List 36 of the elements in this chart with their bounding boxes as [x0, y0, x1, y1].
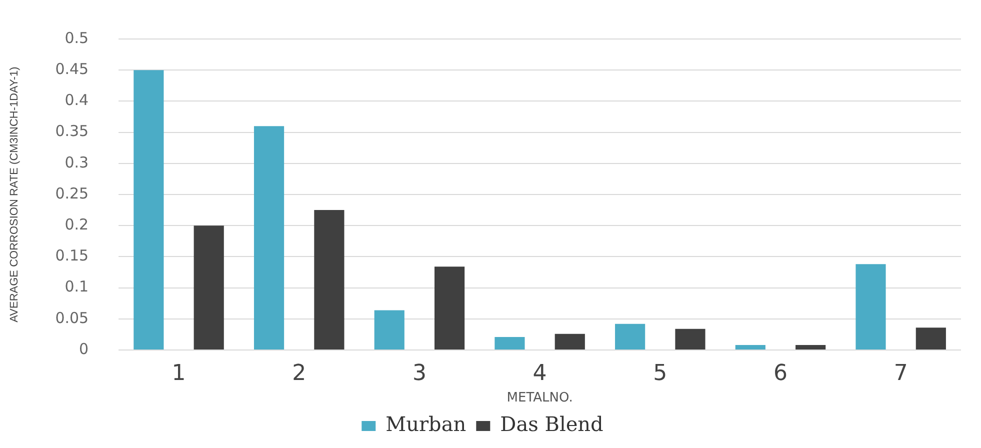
x-tick-label: 3 [412, 360, 426, 386]
bar [314, 210, 344, 350]
bar [856, 264, 886, 350]
legend-label: Murban [386, 412, 466, 436]
y-tick-label: 0.4 [64, 91, 89, 110]
y-tick-label: 0.05 [55, 308, 89, 327]
y-tick-label: 0.1 [64, 278, 89, 296]
y-tick-label: 0.3 [64, 153, 89, 172]
y-tick-label: 0.5 [64, 28, 89, 47]
bar [796, 345, 826, 350]
bar [134, 70, 164, 350]
y-axis-title: AVERAGE CORROSION RATE (CM3INCH-1DAY-1) [8, 66, 21, 322]
y-tick-label: 0.25 [55, 184, 89, 202]
y-tick-label: 0.2 [64, 215, 89, 234]
x-tick-label: 7 [894, 360, 908, 386]
bar [194, 226, 224, 350]
bar [916, 328, 946, 350]
bar [675, 328, 706, 350]
bar [434, 266, 465, 350]
x-tick-label: 2 [292, 360, 306, 386]
bar [735, 345, 766, 350]
bar [554, 334, 585, 350]
y-tick-label: 0.45 [55, 60, 89, 78]
y-tick-label: 0.15 [55, 246, 89, 265]
y-tick-label: 0 [79, 340, 89, 358]
bar [615, 324, 646, 350]
x-tick-label: 5 [653, 360, 668, 386]
x-tick-label: 6 [773, 360, 788, 386]
bar [374, 310, 404, 350]
bar [494, 336, 525, 350]
bar [254, 126, 284, 350]
y-tick-label: 0.35 [55, 122, 89, 140]
legend-label: Das Blend [500, 412, 604, 436]
x-tick-label: 1 [172, 360, 186, 386]
x-tick-label: 4 [532, 360, 547, 386]
x-axis-title: METALNO. [506, 390, 573, 406]
